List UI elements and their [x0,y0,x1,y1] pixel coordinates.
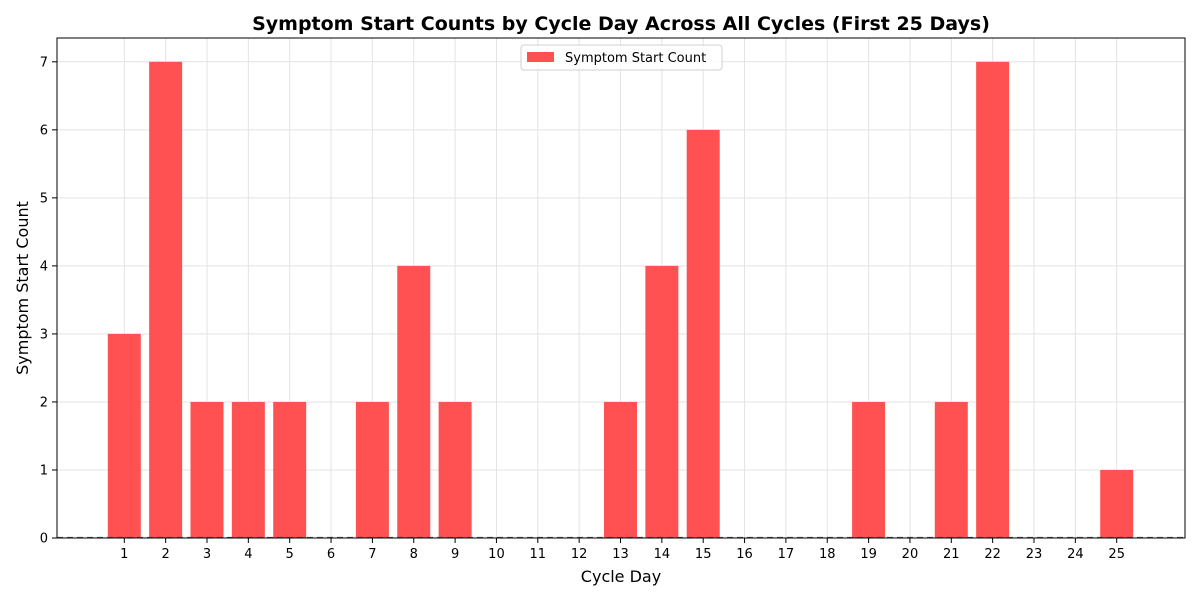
legend-box [520,44,723,71]
bar-day-3 [190,401,224,538]
bar-day-8 [397,265,431,538]
y-axis-ticks: 0 1 2 3 4 5 6 7 [40,55,57,547]
x-tick-label: 23 [1026,547,1043,562]
bar-day-22 [976,61,1010,539]
x-tick-label: 14 [654,547,671,562]
legend: Symptom Start Count [520,44,723,71]
legend-label: Symptom Start Count [565,51,706,66]
x-tick-label: 17 [778,547,795,562]
bar-day-9 [438,401,472,538]
x-tick-label: 7 [368,547,376,562]
x-tick-label: 6 [327,547,335,562]
x-tick-label: 8 [410,547,418,562]
x-tick-label: 15 [695,547,712,562]
x-tick-label: 16 [736,547,753,562]
bar-day-19 [852,401,886,538]
x-tick-label: 13 [612,547,629,562]
x-tick-label: 5 [286,547,294,562]
x-tick-label: 4 [244,547,252,562]
bar-day-7 [355,401,389,538]
bar-day-4 [231,401,265,538]
x-tick-label: 11 [530,547,547,562]
x-tick-label: 19 [860,547,877,562]
y-tick-label: 1 [40,463,48,478]
x-tick-label: 24 [1067,547,1084,562]
x-tick-label: 9 [451,547,459,562]
bar-day-1 [107,333,141,538]
x-tick-label: 20 [902,547,919,562]
x-axis-label: Cycle Day [581,567,661,586]
bar-day-25 [1100,469,1134,538]
x-tick-label: 21 [943,547,960,562]
x-tick-label: 1 [120,547,128,562]
x-axis-ticks: 1 2 3 4 5 6 7 8 9 10 11 12 13 14 15 16 17 18 19 20 21 22 23 24 2… [120,538,1125,562]
y-tick-label: 0 [40,532,48,547]
y-tick-label: 4 [40,259,48,274]
bars-layer [107,61,1134,539]
y-tick-label: 3 [40,327,48,342]
x-tick-label: 22 [984,547,1001,562]
legend-swatch [527,52,554,62]
bar-day-2 [149,61,183,539]
x-tick-label: 25 [1108,547,1125,562]
x-tick-label: 18 [819,547,836,562]
x-tick-label: 10 [488,547,505,562]
bar-day-21 [934,401,968,538]
bar-day-15 [686,129,720,538]
y-tick-label: 6 [40,123,48,138]
y-axis-label: Symptom Start Count [13,201,32,375]
x-tick-label: 3 [203,547,211,562]
bar-day-5 [273,401,307,538]
x-tick-label: 12 [571,547,588,562]
y-tick-label: 7 [40,55,48,70]
y-tick-label: 2 [40,395,48,410]
bar-day-14 [645,265,679,538]
y-tick-label: 5 [40,191,48,206]
chart-title: Symptom Start Counts by Cycle Day Across… [252,13,990,35]
x-tick-label: 2 [162,547,170,562]
bar-day-13 [604,401,637,538]
